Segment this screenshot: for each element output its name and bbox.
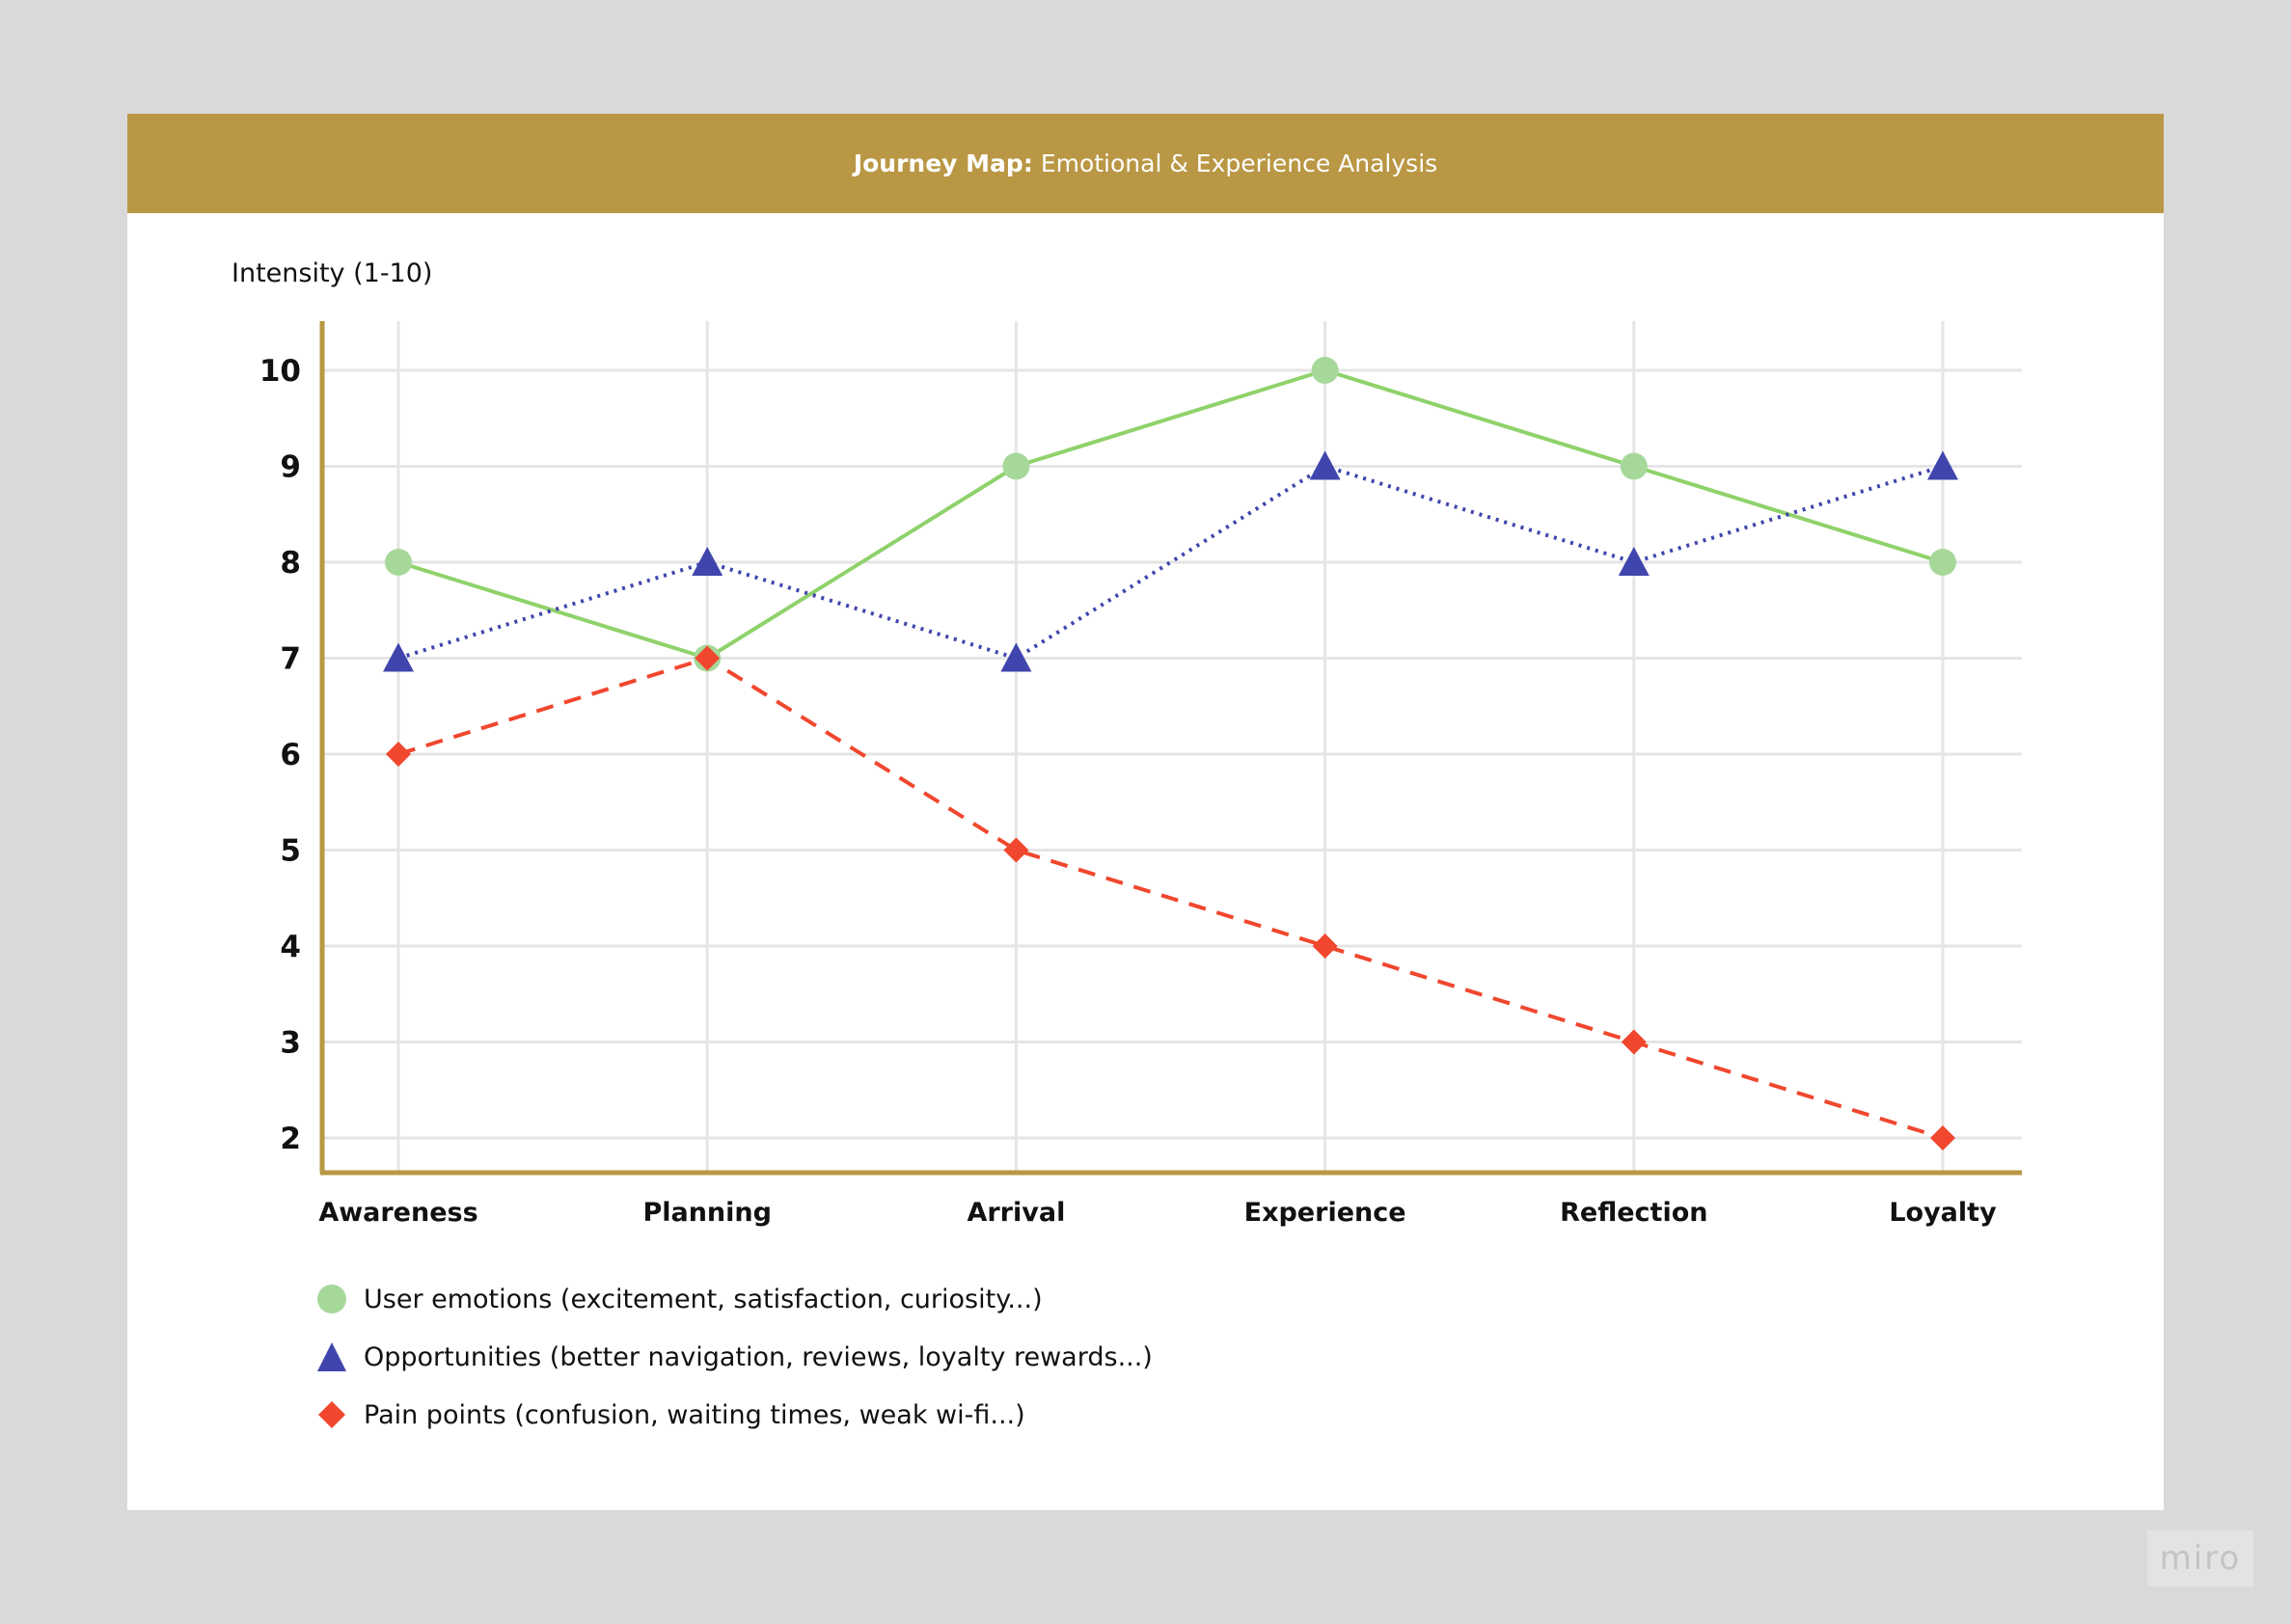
legend-label-opportunities: Opportunities (better navigation, review… [364, 1341, 1153, 1372]
point-pain [1003, 837, 1029, 863]
header-title-bold: Journey Map: [853, 149, 1033, 177]
y-tick-label: 9 [280, 450, 301, 485]
legend-item-pain: Pain points (confusion, waiting times, w… [315, 1394, 1153, 1435]
y-axis-title: Intensity (1-10) [232, 258, 433, 288]
legend-item-opportunities: Opportunities (better navigation, review… [315, 1337, 1153, 1377]
miro-watermark: miro [2147, 1530, 2253, 1586]
series-line-pain [397, 656, 1944, 1140]
point-opportunities [692, 547, 723, 576]
point-emotions [1929, 549, 1956, 576]
y-tick-label: 10 [259, 354, 301, 389]
y-tick-label: 2 [280, 1122, 301, 1156]
x-tick-label: Planning [642, 1198, 772, 1228]
chart-board: Journey Map: Emotional & Experience Anal… [127, 114, 2164, 1510]
point-opportunities [1309, 450, 1341, 480]
legend-item-emotions: User emotions (excitement, satisfaction,… [315, 1279, 1153, 1319]
point-opportunities [383, 642, 414, 672]
x-tick-label: Reflection [1560, 1198, 1707, 1228]
point-pain [695, 645, 721, 671]
legend-label-emotions: User emotions (excitement, satisfaction,… [364, 1284, 1043, 1314]
point-pain [1312, 934, 1338, 959]
point-opportunities [1927, 450, 1958, 480]
y-tick-label: 6 [280, 738, 301, 772]
circle-marker-icon [317, 1285, 346, 1313]
header-title-rest: Emotional & Experience Analysis [1040, 149, 1438, 177]
point-emotions [385, 549, 412, 576]
legend: User emotions (excitement, satisfaction,… [315, 1279, 1153, 1452]
y-tick-label: 8 [280, 546, 301, 581]
y-tick-label: 3 [280, 1026, 301, 1061]
x-tick-label: Experience [1244, 1198, 1406, 1228]
legend-label-pain: Pain points (confusion, waiting times, w… [364, 1399, 1025, 1430]
diamond-marker-icon [318, 1401, 345, 1428]
x-tick-label: Awareness [318, 1198, 477, 1228]
triangle-marker-icon [317, 1342, 346, 1371]
series-line-opportunities [397, 464, 1944, 661]
point-opportunities [1618, 547, 1650, 576]
point-pain [386, 742, 411, 767]
y-tick-label: 7 [280, 642, 301, 677]
y-tick-label: 5 [280, 834, 301, 869]
series-line-emotions [397, 368, 1944, 661]
point-pain [1930, 1125, 1955, 1150]
chart-header: Journey Map: Emotional & Experience Anal… [127, 114, 2164, 213]
point-pain [1621, 1029, 1647, 1055]
x-tick-label: Arrival [967, 1198, 1065, 1228]
y-tick-label: 4 [280, 930, 301, 964]
x-tick-label: Loyalty [1889, 1198, 1997, 1228]
point-emotions [1620, 452, 1648, 480]
point-opportunities [1000, 642, 1032, 672]
point-emotions [1311, 357, 1339, 384]
line-chart: 10 9 8 7 6 5 4 3 2 Awareness Planning Arrival Experi… [259, 321, 2022, 1228]
point-emotions [1002, 452, 1030, 480]
